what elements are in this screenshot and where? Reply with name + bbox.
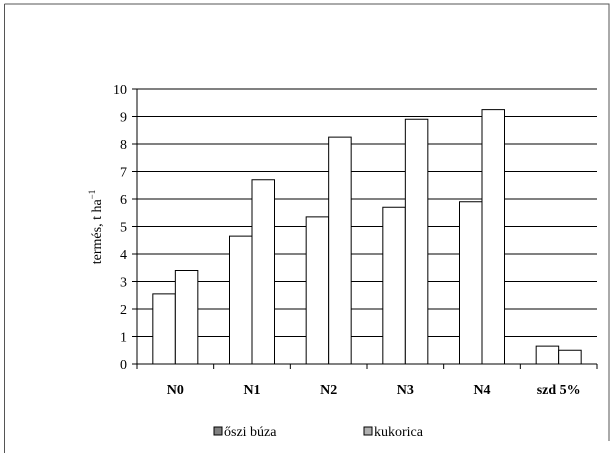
bar-series2-4	[481, 109, 505, 365]
bar-series1-2	[305, 216, 330, 365]
y-tick-label-4: 4	[120, 248, 127, 263]
legend-swatch-series1	[213, 426, 223, 436]
x-tick-label-5: szd 5%	[537, 383, 581, 398]
x-tick-labels: N0 N1 N2 N3 N4 szd 5%	[167, 383, 581, 398]
y-tick-labels: 0 1 2 3 4 5 6 7 8 9 10	[113, 83, 127, 373]
chart-frame	[4, 3, 610, 453]
y-tick-label-6: 6	[120, 193, 127, 208]
x-tick-label-0: N0	[167, 383, 184, 398]
bar-series1-3	[382, 206, 406, 365]
y-tick-label-5: 5	[120, 221, 127, 236]
bar-series2-3	[404, 118, 429, 365]
bar-series2-5	[558, 349, 582, 365]
bar-series2-1	[251, 179, 275, 365]
gridlines	[137, 88, 597, 337]
x-tick-label-3: N3	[397, 383, 414, 398]
bar-series1-5	[535, 345, 560, 365]
y-tick-label-0: 0	[120, 358, 127, 373]
y-tick-label-7: 7	[120, 166, 127, 181]
bars	[152, 109, 582, 365]
x-tick-label-1: N1	[243, 383, 260, 398]
y-axis-label: termés, t ha−1	[87, 190, 105, 265]
x-tick-label-4: N4	[473, 383, 490, 398]
bar-series2-0	[174, 270, 199, 365]
y-tick-label-8: 8	[120, 138, 127, 153]
y-tick-label-9: 9	[120, 111, 127, 126]
bar-series2-2	[328, 136, 352, 365]
axes	[132, 88, 598, 369]
bar-series1-1	[229, 235, 253, 365]
y-tick-label-2: 2	[120, 303, 127, 318]
y-axis-label-superscript: −1	[87, 190, 97, 200]
y-tick-label-1: 1	[120, 331, 127, 346]
x-tick-label-2: N2	[320, 383, 337, 398]
bar-series1-4	[459, 201, 483, 365]
bar-series1-0	[152, 293, 176, 365]
legend-label-series1: őszi búza	[224, 425, 277, 440]
legend-swatch-series2	[363, 426, 373, 436]
legend-label-series2: kukorica	[374, 425, 424, 440]
y-tick-label-10: 10	[113, 83, 127, 98]
y-axis-label-text: termés, t ha	[90, 199, 105, 265]
y-tick-label-3: 3	[120, 276, 127, 291]
legend: őszi búza kukorica	[213, 425, 424, 440]
